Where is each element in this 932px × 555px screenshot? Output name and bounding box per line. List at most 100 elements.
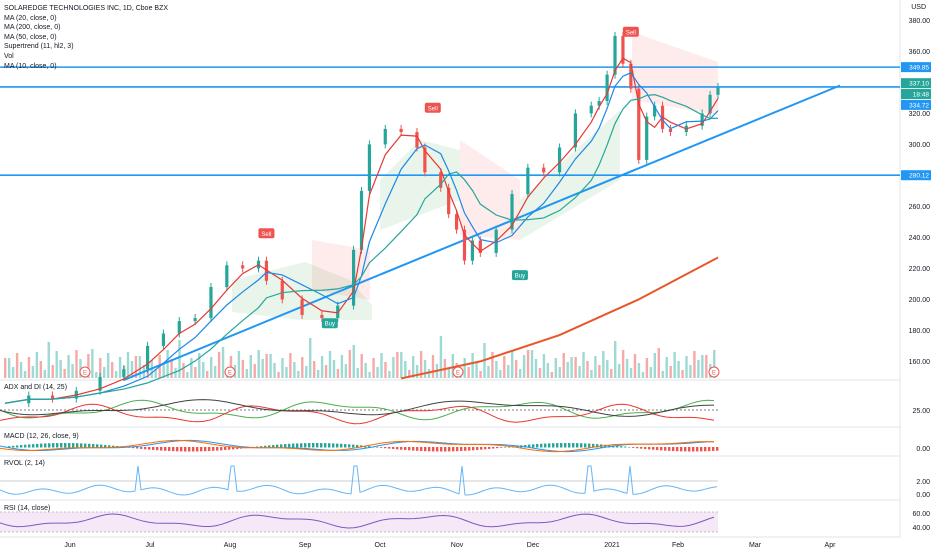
candle-body	[589, 105, 593, 114]
macd-histogram-bar	[340, 443, 343, 448]
macd-histogram-bar	[156, 447, 159, 451]
macd-histogram-bar	[508, 446, 511, 448]
volume-bar	[669, 366, 672, 378]
volume-bar	[546, 363, 550, 378]
volume-bar	[356, 368, 359, 378]
macd-histogram-bar	[568, 443, 571, 448]
ma-price-label-bg	[901, 99, 931, 110]
candle-body	[645, 116, 649, 160]
rsi-tick-label: 40.00	[912, 525, 930, 532]
macd-histogram-bar	[108, 445, 111, 448]
macd-histogram-bar	[452, 447, 455, 452]
macd-histogram-bar	[28, 444, 31, 448]
volume-bar	[4, 358, 7, 378]
volume-bar	[31, 366, 35, 378]
volume-bar	[245, 369, 249, 378]
volume-bar	[408, 370, 411, 378]
macd-histogram-bar	[604, 444, 607, 448]
volume-bar	[221, 347, 225, 378]
signal-buy-badge	[321, 318, 338, 329]
volume-bar	[384, 362, 387, 378]
macd-histogram-bar	[292, 443, 295, 448]
volume-bar	[657, 348, 660, 378]
volume-bar	[463, 358, 466, 378]
macd-histogram-bar	[224, 447, 227, 451]
time-tick-label: Apr	[825, 542, 837, 549]
price-tick-label: 200.00	[909, 297, 931, 304]
volume-bar	[423, 360, 427, 378]
volume-bar	[665, 357, 668, 378]
support-price-label-bg	[901, 170, 931, 181]
volume-bar	[340, 355, 344, 378]
volume-bar	[558, 367, 561, 378]
legend-ma10: MA (10, close, 0)	[4, 62, 57, 70]
macd-histogram-bar	[56, 443, 59, 448]
macd-histogram-bar	[188, 447, 191, 452]
candle-body	[708, 94, 712, 114]
volume-bar	[257, 350, 260, 378]
macd-histogram-bar	[184, 447, 187, 452]
macd-histogram-bar	[448, 447, 451, 452]
candle-body	[280, 280, 284, 300]
volume-bar	[114, 371, 118, 378]
macd-histogram-bar	[444, 447, 447, 452]
volume-bar	[138, 356, 142, 378]
time-tick-label: Dec	[527, 542, 540, 549]
macd-histogram-bar	[148, 447, 151, 450]
volume-bar	[352, 345, 355, 378]
volume-bar	[697, 360, 700, 378]
candle-body	[264, 260, 269, 281]
macd-histogram-bar	[164, 447, 167, 451]
macd-histogram-bar	[44, 443, 47, 448]
candle-body	[510, 194, 514, 230]
earnings-marker-label: E	[456, 371, 460, 377]
volume-bar	[106, 353, 110, 378]
ma-price-label: 334.72	[909, 102, 929, 109]
volume-bar	[479, 371, 482, 378]
volume-bar	[23, 371, 27, 378]
macd-histogram-bar	[172, 447, 175, 452]
macd-histogram-bar	[660, 447, 663, 451]
volume-bar	[633, 354, 637, 378]
candle-body	[225, 265, 229, 287]
macd-histogram-bar	[140, 447, 143, 449]
candle-body	[526, 167, 530, 194]
macd-histogram-bar	[20, 445, 23, 448]
macd-histogram-bar	[564, 443, 567, 448]
volume-bar	[507, 365, 510, 378]
volume-bar	[562, 353, 565, 378]
macd-histogram-bar	[232, 447, 235, 450]
macd-histogram-bar	[112, 445, 115, 448]
volume-bar	[297, 371, 300, 378]
volume-bar	[249, 355, 252, 378]
macd-histogram-bar	[100, 444, 103, 448]
volume-bar	[411, 356, 415, 378]
macd-histogram-bar	[136, 447, 139, 449]
macd-histogram-bar	[704, 447, 707, 452]
volume-bar	[47, 342, 50, 378]
volume-bar	[415, 365, 419, 378]
macd-histogram-bar	[36, 443, 39, 448]
volume-bar	[253, 364, 256, 378]
macd-histogram-bar	[548, 443, 551, 448]
macd-histogram-bar	[196, 447, 199, 452]
macd-histogram-bar	[200, 447, 203, 452]
volume-bar	[689, 365, 692, 378]
macd-histogram-bar	[300, 443, 303, 448]
volume-bar	[582, 352, 585, 378]
volume-bar	[344, 364, 348, 378]
volume-bar	[309, 338, 312, 378]
macd-histogram-bar	[216, 447, 219, 451]
volume-bar	[598, 365, 601, 378]
price-tick-label: 300.00	[909, 142, 931, 149]
countdown-label: 18:48	[913, 92, 930, 99]
macd-histogram-bar	[276, 444, 279, 448]
time-tick-label: Sep	[299, 542, 312, 549]
volume-bar	[348, 350, 352, 378]
earnings-marker	[224, 366, 236, 378]
volume-bar	[27, 357, 31, 378]
legend-vol: Vol	[4, 52, 14, 60]
earnings-marker	[708, 366, 720, 378]
